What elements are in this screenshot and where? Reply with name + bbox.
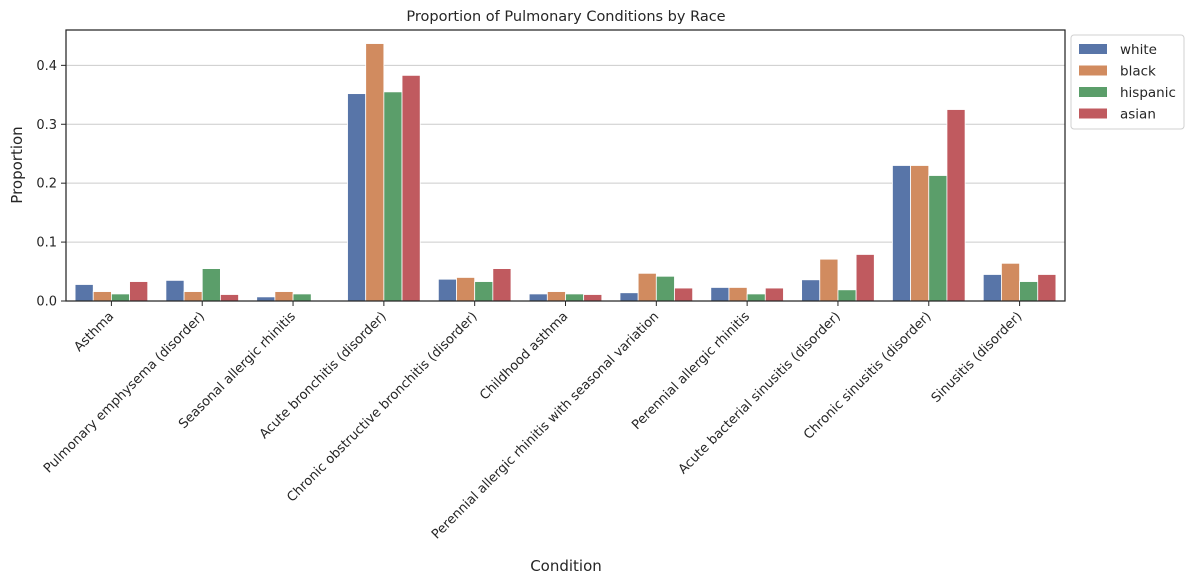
bar-hispanic bbox=[655, 275, 675, 302]
bar-hispanic bbox=[111, 293, 130, 302]
bar-black bbox=[728, 287, 748, 302]
bar-asian bbox=[1037, 274, 1057, 302]
legend: white black hispanic asian bbox=[1070, 34, 1185, 130]
x-tick-label: Chronic obstructive bronchitis (disorder… bbox=[284, 309, 480, 505]
y-tick-label: 0.4 bbox=[36, 59, 57, 74]
bar-white bbox=[347, 93, 367, 302]
bar-black bbox=[819, 258, 839, 302]
bar-asian bbox=[764, 287, 784, 302]
bar-white bbox=[801, 279, 821, 302]
bar-black bbox=[274, 291, 294, 302]
bar-black bbox=[1001, 262, 1020, 302]
legend-swatch-white bbox=[1079, 44, 1107, 54]
bar-asian bbox=[129, 281, 149, 302]
bar-asian bbox=[401, 74, 421, 302]
bar-asian bbox=[674, 287, 694, 302]
x-axis-title: Condition bbox=[530, 557, 602, 575]
y-axis-title: Proportion bbox=[8, 126, 26, 203]
bars bbox=[74, 43, 1057, 302]
bar-white bbox=[710, 287, 730, 302]
bar-hispanic bbox=[292, 293, 312, 302]
x-tick-label: Acute bacterial sinusitis (disorder) bbox=[676, 309, 844, 477]
bar-hispanic bbox=[837, 289, 857, 302]
bar-black bbox=[910, 165, 930, 302]
legend-label-white: white bbox=[1120, 42, 1157, 58]
bar-hispanic bbox=[746, 293, 766, 302]
legend-swatch-asian bbox=[1079, 108, 1107, 119]
chart-title: Proportion of Pulmonary Conditions by Ra… bbox=[406, 9, 725, 25]
bar-black bbox=[637, 272, 657, 302]
legend-label-black: black bbox=[1120, 64, 1156, 80]
x-tick-label: Asthma bbox=[72, 309, 118, 355]
bar-white bbox=[437, 278, 457, 302]
bar-hispanic bbox=[474, 281, 494, 302]
legend-box bbox=[1070, 34, 1185, 130]
bar-asian bbox=[946, 109, 966, 302]
bar-white bbox=[982, 274, 1002, 302]
bar-black bbox=[456, 277, 476, 302]
bar-asian bbox=[492, 268, 512, 302]
y-tick-label: 0.2 bbox=[36, 177, 57, 192]
legend-swatch-hispanic bbox=[1079, 87, 1107, 97]
legend-label-hispanic: hispanic bbox=[1120, 85, 1176, 101]
bar-white bbox=[892, 165, 912, 302]
bar-black bbox=[546, 291, 566, 302]
bar-white bbox=[74, 284, 94, 302]
bar-asian bbox=[583, 294, 603, 302]
bar-hispanic bbox=[383, 91, 403, 302]
legend-swatch-black bbox=[1079, 65, 1107, 76]
bar-hispanic bbox=[1019, 281, 1039, 302]
bar-white bbox=[619, 292, 639, 302]
bar-black bbox=[92, 291, 112, 302]
legend-label-asian: asian bbox=[1120, 107, 1156, 123]
y-tick-label: 0.1 bbox=[36, 236, 57, 251]
bar-hispanic bbox=[201, 268, 221, 302]
bar-black bbox=[183, 291, 203, 302]
x-tick-label: Pulmonary emphysema (disorder) bbox=[41, 309, 208, 476]
bar-black bbox=[365, 43, 385, 302]
bar-asian bbox=[219, 294, 239, 302]
y-tick-label: 0.3 bbox=[36, 118, 57, 133]
bar-hispanic bbox=[565, 293, 585, 302]
y-tick-label: 0.0 bbox=[36, 295, 57, 310]
x-tick-label: Childhood asthma bbox=[477, 309, 571, 403]
bar-asian bbox=[855, 254, 875, 302]
bar-hispanic bbox=[928, 175, 948, 302]
x-tick-label: Sinusitis (disorder) bbox=[929, 309, 1026, 406]
bar-white bbox=[528, 293, 548, 302]
bar-white bbox=[165, 279, 185, 302]
